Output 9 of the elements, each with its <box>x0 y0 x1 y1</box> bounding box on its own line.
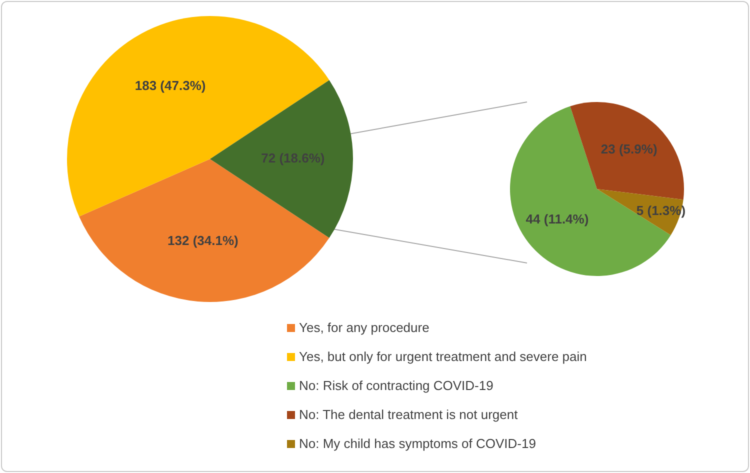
data-label: 132 (34.1%) <box>168 233 238 248</box>
legend-label: Yes, for any procedure <box>298 320 430 335</box>
data-label: 44 (11.4%) <box>526 212 589 227</box>
legend-label: No: The dental treatment is not urgent <box>298 407 518 422</box>
legend-label: Yes, but only for urgent treatment and severe pain <box>298 349 587 364</box>
data-label: 183 (47.3%) <box>134 78 206 93</box>
legend-label: No: My child has symptoms of COVID-19 <box>298 436 536 451</box>
data-label: 23 (5.9%) <box>600 142 658 157</box>
legend-label: No: Risk of contracting COVID-19 <box>298 378 494 393</box>
